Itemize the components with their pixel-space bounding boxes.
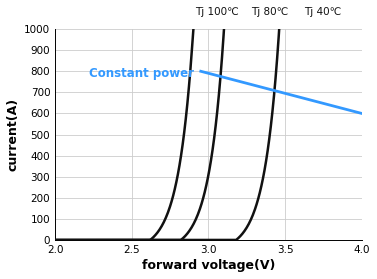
Y-axis label: current(A): current(A) xyxy=(7,98,20,171)
Text: Constant power: Constant power xyxy=(89,67,194,80)
Text: Tj 80℃: Tj 80℃ xyxy=(251,7,288,17)
X-axis label: forward voltage(V): forward voltage(V) xyxy=(142,259,275,272)
Text: Tj 100℃: Tj 100℃ xyxy=(195,7,239,17)
Text: Tj 40℃: Tj 40℃ xyxy=(304,7,341,17)
